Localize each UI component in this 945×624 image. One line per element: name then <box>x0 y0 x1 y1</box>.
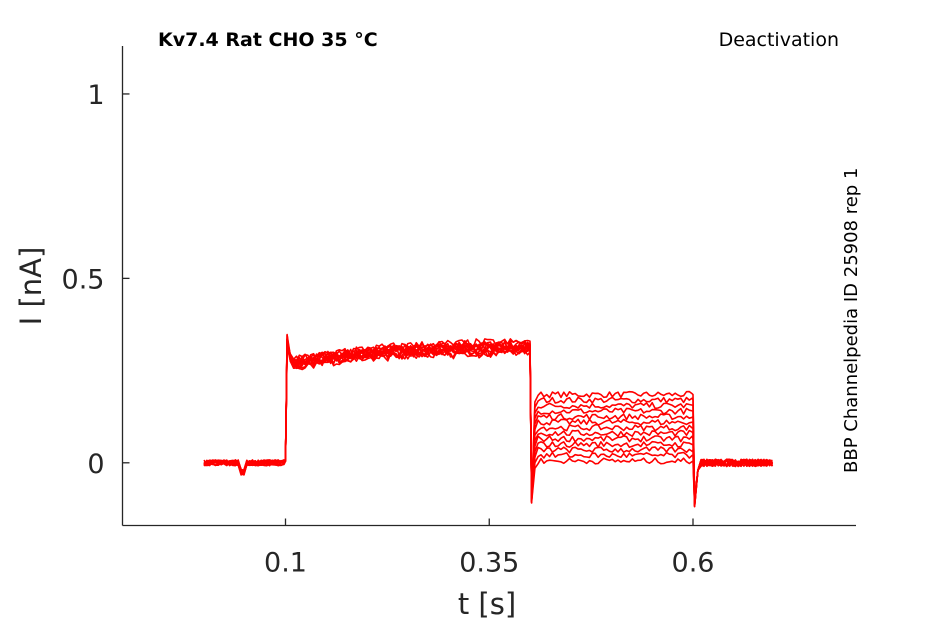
current-trace-13 <box>203 338 773 507</box>
current-trace-8 <box>203 338 773 503</box>
y-tick-label: 0 <box>87 449 104 480</box>
current-trace-12 <box>203 338 773 508</box>
x-tick-label: 0.6 <box>672 548 715 579</box>
current-trace-9 <box>203 338 774 502</box>
y-tick-label: 1 <box>87 80 104 111</box>
chart-title: Kv7.4 Rat CHO 35 °C <box>158 29 378 51</box>
current-trace-4 <box>203 338 774 502</box>
current-trace-1 <box>203 334 773 503</box>
source-label: BBP Channelpedia ID 25908 rep 1 <box>841 168 862 473</box>
traces-layer <box>203 333 774 508</box>
current-trace-3 <box>203 342 773 504</box>
y-tick-label: 0.5 <box>62 264 105 295</box>
current-trace-10 <box>203 333 773 508</box>
ticks-layer: 0.1 0.35 0.6 0 0.5 1 <box>62 80 715 579</box>
current-trace-2 <box>203 341 773 505</box>
x-tick-label: 0.35 <box>459 548 519 579</box>
protocol-label: Deactivation <box>719 29 839 51</box>
x-tick-label: 0.1 <box>264 548 307 579</box>
y-axis-label: I [nA] <box>14 247 48 326</box>
x-axis-label: t [s] <box>458 587 516 621</box>
current-trace-6 <box>203 342 774 503</box>
